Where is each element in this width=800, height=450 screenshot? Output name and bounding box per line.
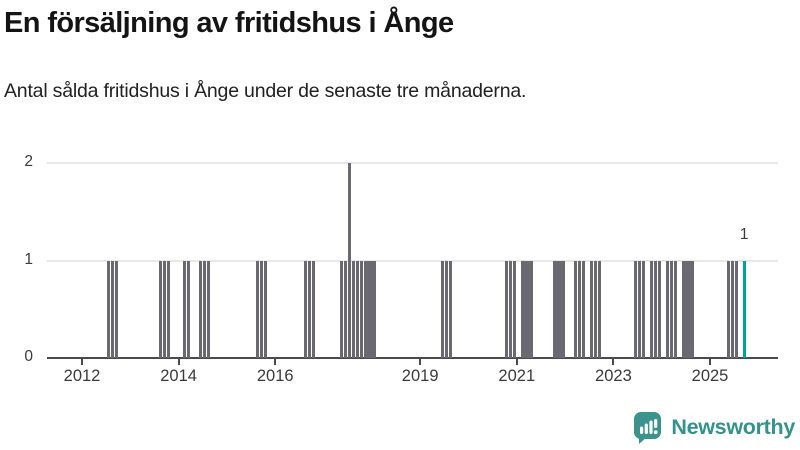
x-axis-tick <box>177 357 180 365</box>
bar <box>513 260 517 358</box>
bar <box>368 260 372 358</box>
x-axis-tick <box>274 357 277 365</box>
bar <box>110 260 114 358</box>
y-axis-label: 1 <box>24 250 33 268</box>
bar <box>666 260 670 358</box>
bar <box>187 260 191 358</box>
x-axis-label: 2014 <box>160 367 197 385</box>
bar <box>654 260 658 358</box>
bar <box>593 260 597 358</box>
bar <box>686 260 690 358</box>
gridline <box>47 162 778 164</box>
bar <box>203 260 207 358</box>
bar <box>682 260 686 358</box>
y-axis-label: 0 <box>24 348 33 365</box>
highlight-bar <box>742 260 746 358</box>
bar <box>259 260 263 358</box>
bar <box>199 260 203 358</box>
bar <box>444 260 449 358</box>
bar <box>360 260 364 358</box>
gridline <box>47 259 778 262</box>
bar <box>581 260 585 358</box>
bar <box>553 260 557 358</box>
bar <box>440 260 444 358</box>
bar <box>557 260 561 358</box>
newsworthy-logo-icon <box>632 411 663 444</box>
bar <box>641 260 646 358</box>
brand-link[interactable]: Newsworthy <box>632 411 795 444</box>
bar <box>589 260 593 358</box>
value-label: 1 <box>739 226 749 243</box>
bar <box>734 260 738 358</box>
bar <box>573 260 577 358</box>
chart-subtitle: Antal sålda fritidshus i Ånge under de s… <box>4 80 527 102</box>
bar <box>633 260 638 358</box>
bar <box>505 260 509 358</box>
x-axis-label: 2016 <box>256 367 294 385</box>
bar <box>561 260 565 358</box>
bar <box>114 260 118 358</box>
bar <box>658 260 662 358</box>
bar <box>311 260 316 358</box>
bar <box>106 260 110 358</box>
bar <box>637 260 642 358</box>
x-axis-tick <box>709 357 712 365</box>
bar <box>352 260 356 358</box>
bar <box>207 260 211 358</box>
bar <box>577 260 581 358</box>
x-axis-tick <box>515 357 518 365</box>
x-axis-label: 2025 <box>691 367 729 385</box>
bar <box>344 260 348 358</box>
bar <box>255 260 259 358</box>
x-axis-tick <box>419 357 422 365</box>
bar <box>529 260 533 358</box>
bar <box>521 260 525 358</box>
bar <box>509 260 513 358</box>
x-axis-label: 2023 <box>595 367 632 385</box>
bar <box>303 260 308 358</box>
bar <box>183 260 187 358</box>
bar <box>650 260 654 358</box>
bar <box>348 163 352 358</box>
bar <box>597 260 601 358</box>
bar <box>525 260 529 358</box>
bar <box>364 260 368 358</box>
page-title: En försäljning av fritidshus i Ånge <box>4 7 454 39</box>
bar <box>730 260 734 358</box>
bar <box>356 260 360 358</box>
bar <box>158 260 163 358</box>
x-axis-tick <box>612 357 615 365</box>
bar <box>674 260 678 358</box>
bar <box>448 260 453 358</box>
y-axis-label: 2 <box>24 153 33 170</box>
x-axis-label: 2021 <box>498 367 536 385</box>
bar <box>340 260 344 358</box>
bar <box>670 260 674 358</box>
bar <box>166 260 171 358</box>
x-axis-tick <box>81 357 83 365</box>
bar <box>162 260 167 358</box>
brand-name: Newsworthy <box>671 415 795 439</box>
x-axis-label: 2012 <box>63 367 101 385</box>
bar <box>372 260 376 358</box>
bar <box>726 260 730 358</box>
bar <box>263 260 267 358</box>
bar <box>690 260 694 358</box>
x-axis-line <box>47 356 778 359</box>
bar <box>307 260 312 358</box>
x-axis-label: 2019 <box>401 367 439 385</box>
